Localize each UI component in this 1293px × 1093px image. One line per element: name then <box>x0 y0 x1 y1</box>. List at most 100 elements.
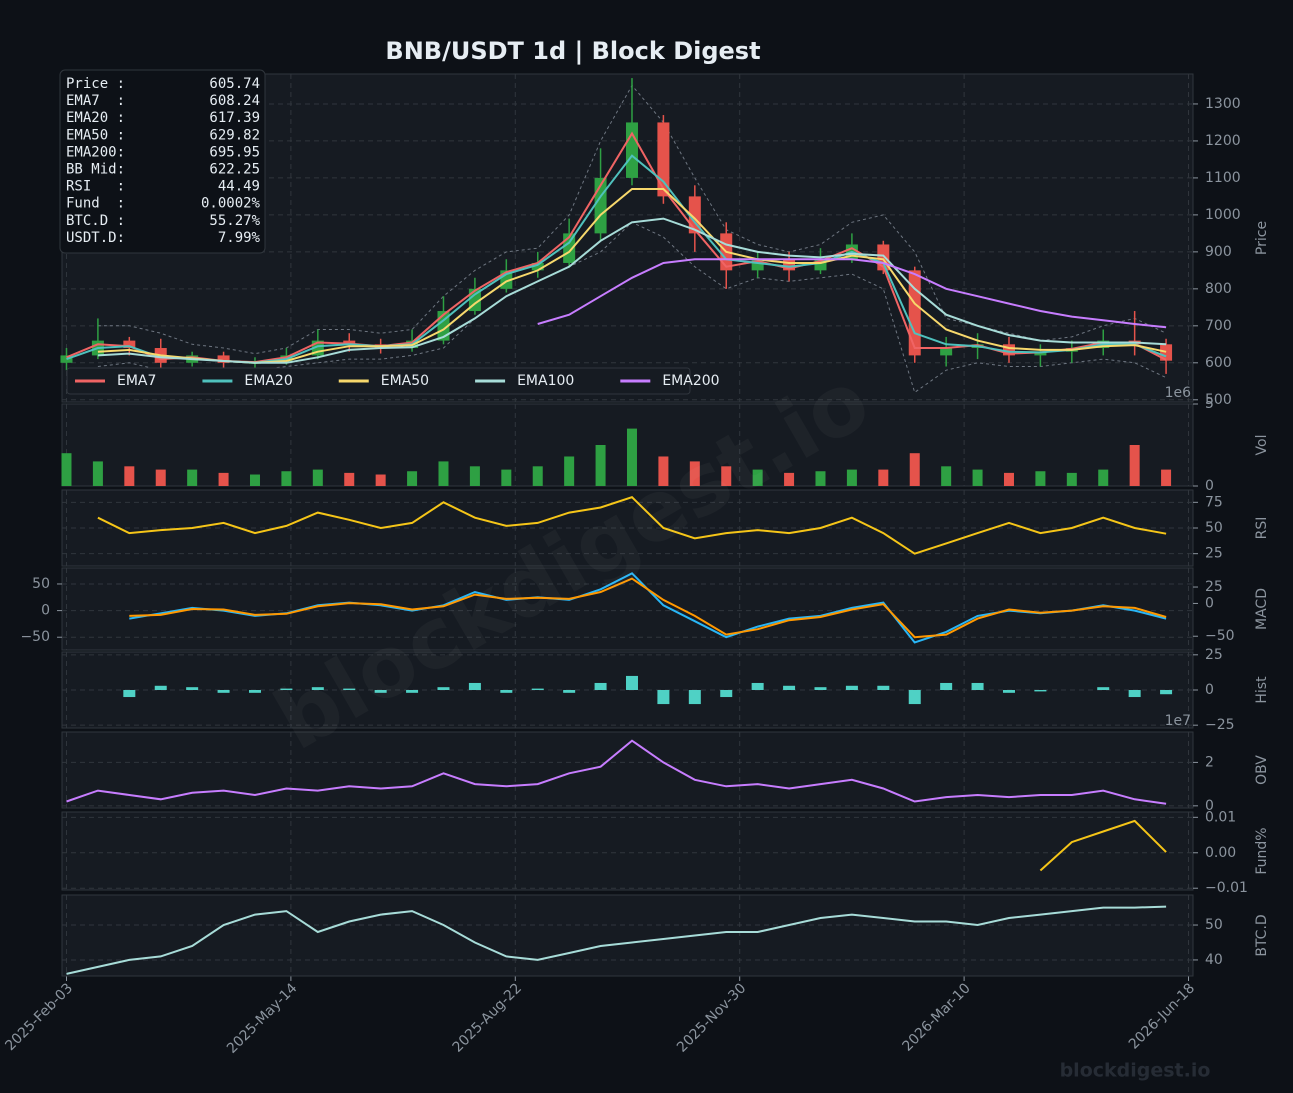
volume-bar <box>658 456 669 486</box>
panel <box>61 894 1194 977</box>
y2-tick-label: −50 <box>1205 628 1235 644</box>
hist-bar <box>437 687 450 690</box>
volume-bar <box>689 461 700 486</box>
volume-bar <box>752 469 763 486</box>
y-tick-label: −25 <box>1205 717 1235 733</box>
hist-bar <box>311 687 324 690</box>
volume-bar <box>344 472 355 486</box>
volume-bar <box>595 445 606 486</box>
y-axis-label: Price <box>1254 221 1270 255</box>
volume-bar <box>187 469 198 486</box>
volume-bar <box>281 471 292 486</box>
info-value: 0.0002% <box>201 196 261 212</box>
hist-bar <box>123 690 136 698</box>
y-tick-label: −0.01 <box>1205 880 1248 896</box>
volume-bar <box>1035 471 1046 486</box>
volume-bar <box>815 471 826 486</box>
y-tick-label: 1000 <box>1205 207 1241 223</box>
info-value: 55.27% <box>209 213 260 229</box>
watermark-footer: blockdigest.io <box>1060 1060 1211 1082</box>
candle-body <box>1160 344 1173 361</box>
candle-body <box>1002 344 1015 356</box>
ema-line <box>97 217 1167 364</box>
candle-body <box>500 270 513 289</box>
indicator-line <box>1039 819 1167 872</box>
y-tick-label: 25 <box>1205 546 1223 562</box>
volume-bar <box>1066 472 1077 486</box>
candle-body <box>1034 351 1047 356</box>
y-axis-label: BTC.D <box>1254 914 1270 956</box>
y-tick-label: 0 <box>1205 798 1214 814</box>
hist-bar <box>720 690 733 698</box>
info-value: 608.24 <box>209 93 260 109</box>
y2-tick-label: 0 <box>1205 595 1214 611</box>
y-tick-label: 1300 <box>1205 96 1241 112</box>
y-axis-label: OBV <box>1254 755 1270 785</box>
volume-bar <box>909 453 920 486</box>
hist-bar <box>625 675 638 690</box>
y-tick-label: 500 <box>1205 392 1232 408</box>
panel <box>61 811 1194 891</box>
y-tick-label: 5 <box>1205 396 1214 412</box>
volume-bar <box>92 461 103 486</box>
info-value: 617.39 <box>209 110 260 126</box>
info-label: BB Mid: <box>66 162 125 178</box>
hist-bar <box>594 682 607 690</box>
info-label: EMA20 : <box>66 110 125 126</box>
y-tick-label: 600 <box>1205 355 1232 371</box>
legend-label: EMA7 <box>117 373 156 389</box>
hist-bar <box>374 690 387 693</box>
hist-bar <box>500 690 513 693</box>
volume-bar <box>469 466 480 486</box>
info-label: BTC.D : <box>66 213 125 229</box>
y-tick-label: 1100 <box>1205 170 1241 186</box>
hist-bar <box>406 690 419 693</box>
candle-body <box>783 259 796 271</box>
volume-bar <box>1098 469 1109 486</box>
candle-body <box>625 122 638 178</box>
info-label: EMA200: <box>66 144 125 160</box>
legend <box>66 367 691 395</box>
y-tick-label: 0.00 <box>1205 845 1236 861</box>
volume-bar <box>972 469 983 486</box>
volume-bar <box>407 471 418 486</box>
candle-body <box>940 348 953 356</box>
hist-bar <box>971 682 984 690</box>
volume-bar <box>878 469 889 486</box>
hist-bar <box>248 690 261 693</box>
hist-bar <box>468 682 481 690</box>
info-value: 629.82 <box>209 127 260 143</box>
ema-line <box>97 188 1167 364</box>
y-tick-label: 25 <box>1205 647 1223 663</box>
hist-bar <box>751 682 764 690</box>
indicator-line <box>66 739 1167 805</box>
legend-label: EMA20 <box>244 373 292 389</box>
y-tick-label: 800 <box>1205 281 1232 297</box>
hist-bar <box>908 690 921 705</box>
candle-body <box>688 196 701 234</box>
y-axis-label: MACD <box>1254 588 1270 630</box>
hist-bar <box>845 685 858 690</box>
ema-line <box>537 258 1167 329</box>
legend-label: EMA50 <box>381 373 429 389</box>
info-label: Price : <box>66 76 125 92</box>
legend-label: EMA100 <box>517 373 574 389</box>
info-value: 622.25 <box>209 162 260 178</box>
hist-bar <box>940 682 953 690</box>
hist-bar <box>154 685 167 690</box>
volume-bar <box>532 466 543 486</box>
y-axis-label: RSI <box>1254 517 1270 540</box>
hist-bar <box>688 690 701 705</box>
info-label: Fund : <box>66 196 125 212</box>
volume-bar <box>218 472 229 486</box>
hist-bar <box>1097 687 1110 690</box>
y-tick-label: 0 <box>1205 682 1214 698</box>
info-value: 695.95 <box>209 144 260 160</box>
offset-label: 1e6 <box>1165 385 1192 401</box>
volume-bar <box>501 469 512 486</box>
hist-bar <box>1002 690 1015 693</box>
panel <box>61 567 1194 651</box>
y2-tick-label: 25 <box>1205 579 1223 595</box>
hist-bar <box>186 687 199 690</box>
info-value: 605.74 <box>209 76 260 92</box>
